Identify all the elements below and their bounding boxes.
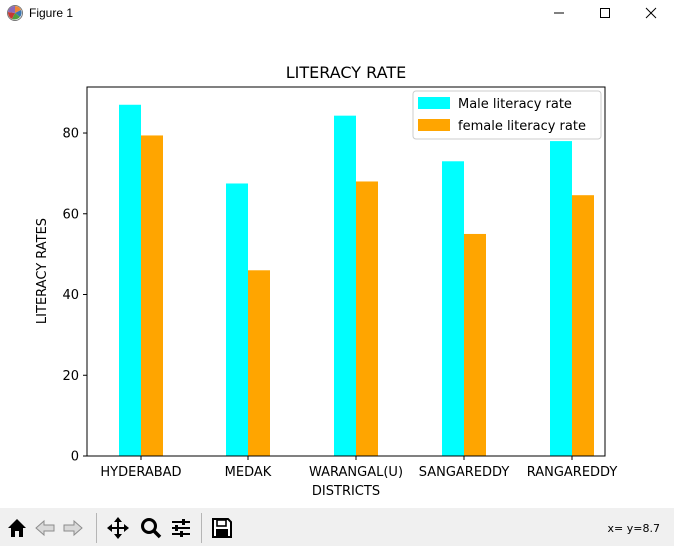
bar-female-sangareddy: [464, 233, 486, 456]
bar-male-warangal-u: [334, 115, 356, 456]
figure-canvas[interactable]: LITERACY RATE 0 20 40 60 80 HYDERABAD MEDAK WA…: [0, 26, 674, 508]
maximize-icon: [600, 8, 610, 18]
zoom-icon: [141, 518, 162, 539]
forward-button[interactable]: [60, 515, 86, 541]
window-title: Figure 1: [29, 6, 74, 20]
legend-swatch-male: [418, 97, 450, 109]
minimize-icon: [554, 12, 564, 14]
close-button[interactable]: [628, 0, 674, 26]
navigation-toolbar: x= y=8.7: [0, 508, 674, 546]
bar-male-hyderabad: [119, 104, 141, 457]
back-icon: [35, 519, 55, 537]
matplotlib-app-icon: [7, 5, 23, 21]
home-icon: [8, 519, 26, 537]
legend-box: [412, 90, 602, 140]
maximize-button[interactable]: [582, 0, 628, 26]
bar-female-medak: [248, 270, 270, 456]
x-tick-label: RANGAREDDY: [527, 465, 618, 480]
x-tick-label: MEDAK: [225, 465, 272, 480]
save-button[interactable]: [209, 515, 235, 541]
close-icon: [645, 7, 657, 19]
y-tick-label: 80: [62, 127, 79, 142]
x-tick-label: HYDERABAD: [100, 465, 181, 480]
y-axis: 0 20 40 60 80: [62, 127, 87, 465]
legend-label-female: female literacy rate: [458, 119, 586, 134]
y-tick-label: 60: [62, 207, 79, 222]
y-tick-label: 40: [62, 288, 79, 303]
bar-female-hyderabad: [141, 135, 163, 456]
bar-male-medak: [226, 183, 248, 456]
zoom-button[interactable]: [138, 515, 164, 541]
y-tick-label: 20: [62, 369, 79, 384]
coordinates-readout: x= y=8.7: [607, 522, 660, 535]
bar-male-rangareddy: [550, 141, 572, 457]
bar-female-rangareddy: [572, 195, 594, 456]
bar-male-sangareddy: [442, 161, 464, 456]
x-tick-label: WARANGAL(U): [309, 465, 403, 480]
legend-swatch-female: [418, 119, 450, 131]
chart-title: LITERACY RATE: [286, 63, 406, 82]
bars-layer: [119, 104, 594, 457]
configure-subplots-button[interactable]: [168, 515, 194, 541]
x-axis-label: DISTRICTS: [312, 484, 380, 499]
pan-icon: [107, 517, 129, 539]
minimize-button[interactable]: [536, 0, 582, 26]
y-axis-label: LITERACY RATES: [35, 218, 50, 324]
back-button[interactable]: [32, 515, 58, 541]
toolbar-separator: [96, 513, 97, 543]
home-button[interactable]: [4, 515, 30, 541]
forward-icon: [63, 519, 83, 537]
configure-subplots-icon: [172, 519, 190, 537]
legend-label-male: Male literacy rate: [458, 97, 572, 112]
save-icon: [212, 518, 232, 538]
window-titlebar: Figure 1: [0, 0, 674, 26]
toolbar-separator: [201, 513, 202, 543]
pan-button[interactable]: [105, 515, 131, 541]
plot-area: [86, 86, 606, 457]
y-tick-label: 0: [71, 450, 79, 465]
x-tick-label: SANGAREDDY: [419, 465, 510, 480]
legend: Male literacy rate female literacy rate: [412, 90, 602, 140]
x-axis: HYDERABAD MEDAK WARANGAL(U) SANGAREDDY RANGA…: [100, 456, 617, 480]
bar-female-warangal-u: [356, 181, 378, 456]
